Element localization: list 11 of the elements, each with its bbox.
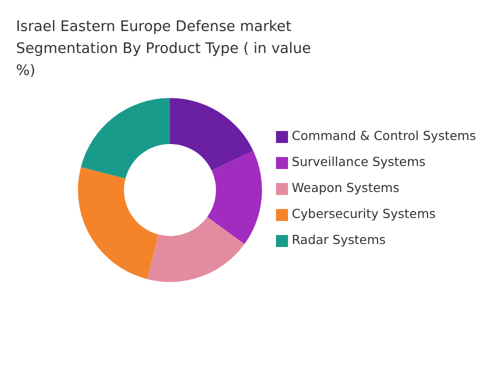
chart-title: Israel Eastern Europe Defense market Segmentation By Product Type ( in value %) <box>16 18 312 81</box>
legend-label: Weapon Systems <box>292 180 400 195</box>
legend-label: Radar Systems <box>292 232 386 247</box>
legend-label: Surveillance Systems <box>292 154 426 169</box>
donut-slice <box>207 150 262 244</box>
donut-slice <box>78 167 159 280</box>
donut-slice <box>80 98 170 179</box>
donut-slice <box>170 98 254 170</box>
legend-label: Cybersecurity Systems <box>292 206 436 221</box>
legend-label: Command & Control Systems <box>292 128 476 143</box>
donut-slice <box>147 217 244 282</box>
